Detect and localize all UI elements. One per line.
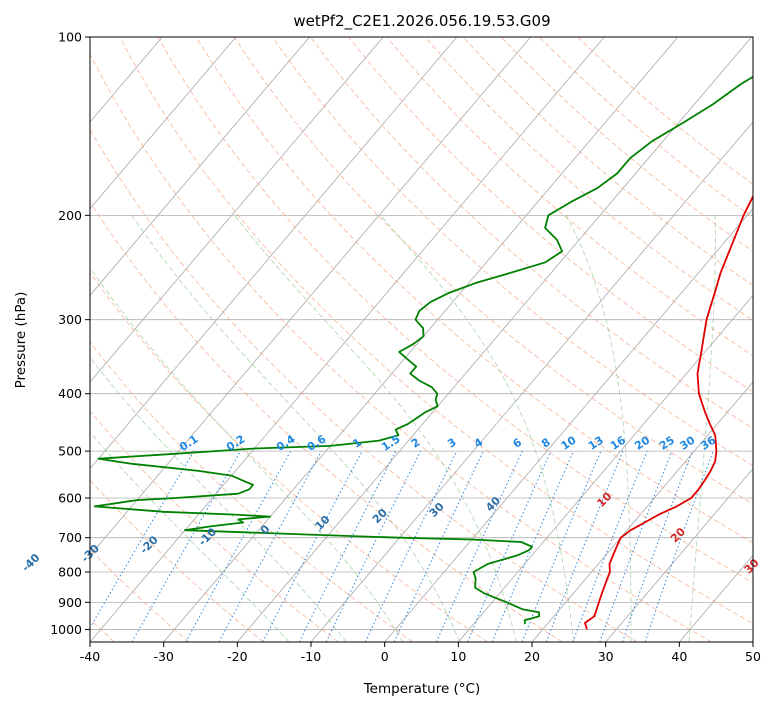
dewpoint-profile xyxy=(93,75,753,625)
isotherm-line xyxy=(90,37,310,296)
x-tick-label: 20 xyxy=(524,649,540,664)
x-tick-label: 50 xyxy=(745,649,761,664)
y-tick-label: 400 xyxy=(58,386,82,401)
y-tick-label: 300 xyxy=(58,312,82,327)
x-tick-label: -40 xyxy=(80,649,100,664)
series-layer xyxy=(93,75,753,630)
grid-layer xyxy=(90,37,753,642)
tick-layer: -40 -30 -20 -10 0 10 20 30 40 50 100 200 300 400 500 60… xyxy=(50,30,761,665)
x-tick-label: 10 xyxy=(450,649,466,664)
mixing-ratio-line xyxy=(298,450,397,642)
mixing-ratio-line xyxy=(467,450,552,642)
isotherm-line xyxy=(90,37,531,556)
dry-adiabat xyxy=(462,37,753,287)
moist-adiabat xyxy=(90,431,290,642)
x-tick-label: -20 xyxy=(227,649,247,664)
dry-adiabat xyxy=(90,272,488,642)
dry-adiabat xyxy=(233,37,753,505)
y-tick-label: 900 xyxy=(58,595,82,610)
mixing-ratio-line xyxy=(545,450,624,642)
isotherm-line xyxy=(163,37,679,642)
moist-adiabat xyxy=(688,215,716,642)
isotherm-line xyxy=(90,37,237,210)
dry-adiabat xyxy=(386,37,753,357)
isotherm-line xyxy=(90,37,384,383)
mixing-ratio-line xyxy=(325,450,422,642)
mixing-ratio-line xyxy=(491,450,574,642)
y-axis-label: Pressure (hPa) xyxy=(13,292,29,389)
isotherm-line xyxy=(90,37,458,470)
y-tick-label: 600 xyxy=(58,491,82,506)
mixing-ratio-line xyxy=(599,450,673,642)
y-tick-label: 500 xyxy=(58,444,82,459)
moist-adiabat xyxy=(90,356,347,642)
dry-adiabat xyxy=(424,37,753,321)
dry-adiabat xyxy=(310,37,753,429)
isotherm-line xyxy=(237,37,752,642)
dry-adiabat xyxy=(119,37,753,624)
mixing-ratio-line xyxy=(435,450,523,642)
mixing-ratio-line xyxy=(218,450,322,642)
isotherm-line xyxy=(90,37,605,642)
y-tick-label: 800 xyxy=(58,565,82,580)
x-tick-label: 40 xyxy=(671,649,687,664)
x-axis-label: Temperature (°C) xyxy=(363,681,481,697)
mixing-ratio-line xyxy=(572,450,648,642)
moist-adiabat xyxy=(90,266,404,642)
y-tick-label: 100 xyxy=(58,30,82,45)
mixing-ratio-line xyxy=(185,450,292,642)
isotherm-line xyxy=(531,381,753,642)
moist-adiabat xyxy=(131,215,461,642)
mixing-ratio-line xyxy=(621,450,693,642)
dry-adiabat xyxy=(90,52,712,642)
x-tick-label: -10 xyxy=(301,649,321,664)
dry-adiabat xyxy=(272,37,753,467)
y-tick-label: 700 xyxy=(58,530,82,545)
dry-adiabat xyxy=(90,479,264,642)
dry-adiabat xyxy=(195,37,753,544)
isotherm-line xyxy=(458,294,753,642)
dry-adiabat xyxy=(90,410,339,642)
isotherm-line xyxy=(384,208,753,642)
dry-adiabat xyxy=(157,37,753,584)
dry-adiabat xyxy=(90,201,563,642)
y-tick-label: 1000 xyxy=(50,622,82,637)
dry-adiabat xyxy=(90,128,638,642)
mixing-ratio-line xyxy=(644,450,714,642)
temperature-profile xyxy=(584,194,753,630)
y-tick-label: 200 xyxy=(58,208,82,223)
plot-frame xyxy=(89,36,754,643)
chart-title: wetPf2_C2E1.2026.056.19.53.G09 xyxy=(293,12,550,31)
x-tick-label: 0 xyxy=(381,649,389,664)
x-tick-label: -30 xyxy=(153,649,173,664)
x-tick-label: 30 xyxy=(598,649,614,664)
moist-adiabat xyxy=(565,215,632,642)
isotherm-line xyxy=(605,468,753,642)
